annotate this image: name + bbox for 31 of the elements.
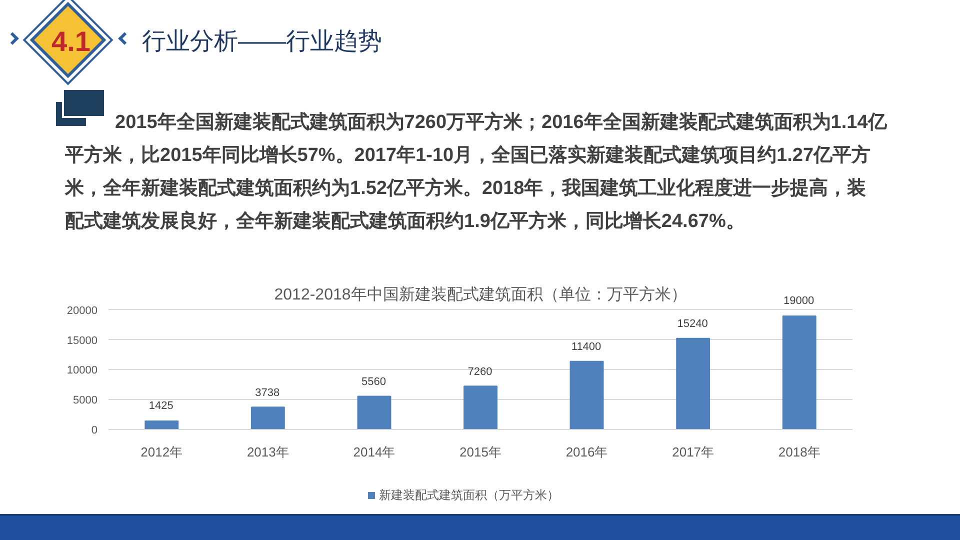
y-tick-label: 20000 (66, 304, 98, 317)
data-label: 1425 (148, 400, 174, 412)
y-tick-label: 5000 (73, 394, 98, 407)
data-label: 7260 (468, 366, 492, 378)
text: 4.1 (50, 25, 92, 59)
bar (782, 315, 816, 430)
bar (570, 360, 604, 430)
y-tick-label: 10000 (66, 364, 98, 377)
text: 行业分析——行业趋势 (142, 27, 382, 57)
x-tick-label: 2013年 (246, 444, 289, 460)
bar (464, 386, 498, 430)
x-tick-label: 2015年 (460, 444, 502, 460)
x-tick-label: 2016年 (566, 444, 608, 460)
legend-label: 新建装配式建筑面积（万平方米） (379, 487, 559, 503)
bar (250, 406, 285, 430)
x-tick-label: 2012年 (140, 444, 183, 460)
data-label: 19000 (784, 295, 814, 308)
x-tick-label: 2017年 (672, 444, 714, 460)
bar (676, 338, 710, 430)
y-tick-label: 0 (91, 424, 98, 436)
bar (357, 396, 392, 430)
x-tick-label: 2014年 (353, 444, 396, 460)
y-tick-label: 15000 (66, 334, 98, 347)
data-label: 11400 (571, 340, 602, 353)
data-label: 15240 (677, 318, 708, 330)
bar (144, 420, 179, 430)
x-tick-label: 2018年 (778, 444, 820, 460)
chart-title: 2012-2018年中国新建装配式建筑面积（单位：万平方米） (274, 286, 687, 304)
data-label: 5560 (361, 376, 386, 388)
text: 2015年全国新建装配式建筑面积为7260万平方米；2016年全国新建装配式建筑面积为1.14亿平方米，比2015年同比增长57%。2017年1-10月，全国已落实新建装配式建筑项目约1.27亿平方米，全年新建装配式建筑面积约为1.52亿平方米。2018年，我国建筑工业化程度进一步提高，装配式建筑发展良好，全年新建装配式建筑面积约1.9亿平方米，同比增长24.67%。 (65, 110, 887, 234)
data-label: 3738 (255, 386, 280, 399)
